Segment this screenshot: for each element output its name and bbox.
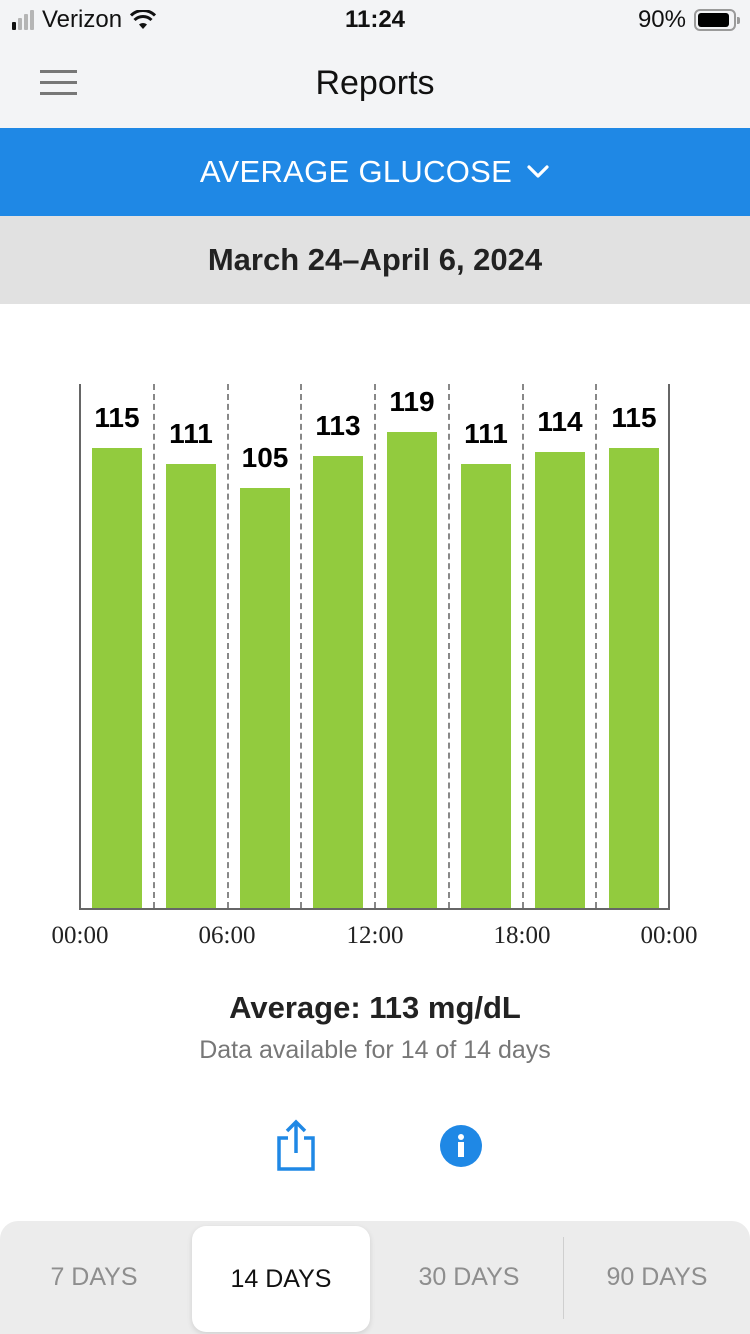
page-title: Reports bbox=[315, 64, 435, 102]
wifi-icon bbox=[130, 10, 157, 29]
report-type-dropdown[interactable]: AVERAGE GLUCOSE bbox=[0, 128, 750, 216]
x-tick-label: 06:00 bbox=[198, 922, 256, 949]
x-tick-label: 12:00 bbox=[346, 922, 404, 949]
info-icon bbox=[440, 1125, 482, 1167]
bar-value-label: 115 bbox=[611, 402, 657, 433]
tab-14-days[interactable]: 14 DAYS bbox=[192, 1226, 370, 1332]
chart-bar bbox=[609, 448, 659, 908]
data-availability: Data available for 14 of 14 days bbox=[199, 1036, 551, 1064]
status-time: 11:24 bbox=[344, 6, 406, 33]
bar-value-label: 113 bbox=[315, 410, 361, 441]
bar-value-label: 114 bbox=[537, 406, 583, 437]
chart-bar bbox=[166, 464, 216, 908]
tab-90-days[interactable]: 90 DAYS bbox=[606, 1263, 708, 1291]
chevron-down-icon bbox=[527, 165, 549, 178]
nav-bar: Reports bbox=[0, 40, 750, 128]
chart-bar bbox=[240, 488, 290, 908]
chart-bar bbox=[313, 456, 363, 908]
average-summary: Average: 113 mg/dL bbox=[229, 990, 521, 1025]
x-axis bbox=[79, 908, 670, 910]
segment-divider bbox=[563, 1237, 564, 1319]
y-axis-right bbox=[668, 384, 670, 910]
x-tick-label: 18:00 bbox=[493, 922, 551, 949]
bar-value-label: 111 bbox=[464, 418, 508, 449]
status-left: Verizon bbox=[12, 6, 157, 34]
bar-value-label: 111 bbox=[169, 418, 213, 449]
chart-divider bbox=[595, 384, 597, 908]
hamburger-menu-icon[interactable] bbox=[40, 68, 78, 98]
share-button[interactable] bbox=[276, 1118, 316, 1172]
date-range: March 24–April 6, 2024 bbox=[0, 216, 750, 304]
tab-30-days[interactable]: 30 DAYS bbox=[418, 1263, 520, 1291]
chart-bar bbox=[535, 452, 585, 908]
chart-divider bbox=[300, 384, 302, 908]
tab-7-days[interactable]: 7 DAYS bbox=[50, 1263, 138, 1291]
y-axis-left bbox=[79, 384, 81, 910]
x-tick-label: 00:00 bbox=[640, 922, 698, 949]
bar-value-label: 115 bbox=[94, 402, 140, 433]
x-tick-label: 00:00 bbox=[51, 922, 109, 949]
chart-divider bbox=[227, 384, 229, 908]
info-button[interactable] bbox=[440, 1125, 482, 1167]
chart-divider bbox=[374, 384, 376, 908]
status-right: 90% bbox=[637, 6, 740, 34]
status-bar: Verizon 11:24 90% bbox=[0, 0, 750, 40]
share-icon bbox=[277, 1119, 315, 1171]
cellular-signal-icon bbox=[12, 10, 34, 30]
chart-bar bbox=[387, 432, 437, 908]
report-type-label: AVERAGE GLUCOSE bbox=[199, 154, 513, 189]
chart-bar bbox=[461, 464, 511, 908]
bar-value-label: 105 bbox=[241, 442, 289, 473]
average-glucose-chart: 115 111 105 113 119 111 114 115 00:00 06… bbox=[0, 304, 750, 964]
chart-bar bbox=[92, 448, 142, 908]
chart-divider bbox=[448, 384, 450, 908]
battery-percent: 90% bbox=[637, 6, 686, 33]
period-segmented-control: 7 DAYS 14 DAYS 30 DAYS 90 DAYS bbox=[0, 1221, 750, 1334]
battery-icon bbox=[694, 9, 740, 31]
chart-divider bbox=[153, 384, 155, 908]
chart-divider bbox=[522, 384, 524, 908]
carrier-name: Verizon bbox=[42, 6, 123, 33]
bar-value-label: 119 bbox=[389, 386, 435, 417]
